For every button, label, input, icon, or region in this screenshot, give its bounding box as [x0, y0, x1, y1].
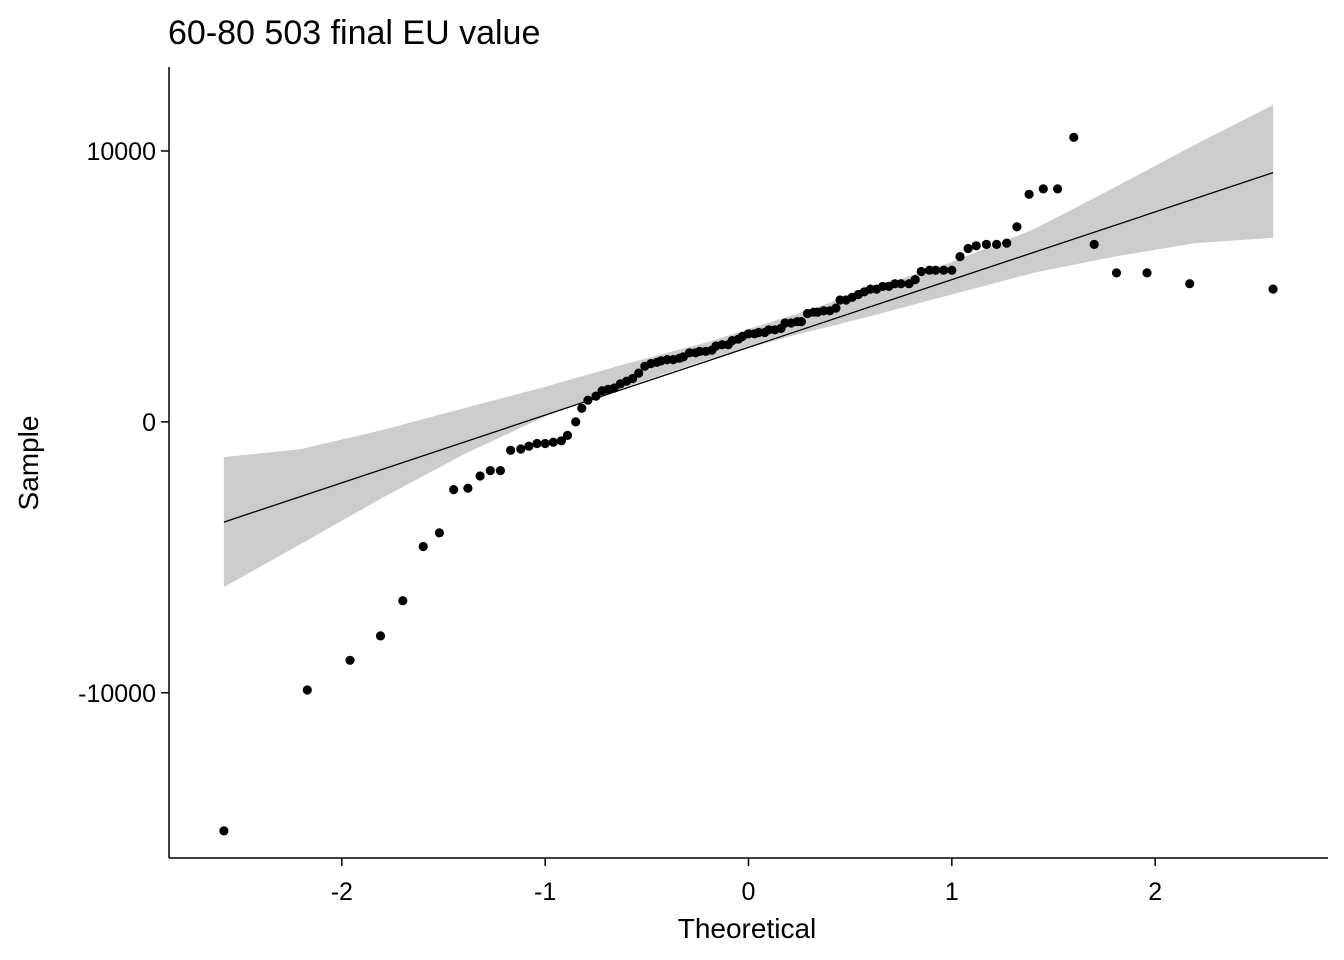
data-point: [562, 430, 573, 440]
data-point: [1089, 239, 1099, 249]
x-axis-ticks: -2 -1 0 1 2: [331, 858, 1162, 906]
data-point: [1268, 284, 1278, 294]
data-point: [931, 265, 941, 275]
data-point: [418, 541, 428, 552]
data-point: [955, 252, 965, 262]
data-point: [532, 438, 542, 449]
data-point: [1185, 279, 1195, 289]
x-axis-label: Theoretical: [678, 913, 817, 944]
x-tick-label: -1: [534, 878, 556, 906]
data-point: [375, 631, 386, 641]
data-point: [548, 437, 558, 447]
data-point: [302, 685, 312, 695]
data-point: [577, 403, 587, 413]
data-point: [963, 243, 973, 254]
data-point: [896, 279, 906, 289]
data-point: [916, 266, 926, 277]
data-point: [434, 528, 444, 538]
data-point: [516, 444, 526, 454]
data-point: [1069, 132, 1079, 142]
y-tick-label: 10000: [86, 138, 156, 166]
reference-line-layer: [223, 172, 1274, 523]
data-point: [1002, 238, 1012, 248]
data-point: [506, 445, 516, 455]
data-point: [992, 239, 1002, 249]
y-axis-label: Sample: [13, 416, 44, 511]
data-point: [219, 826, 229, 836]
x-tick-label: -2: [331, 878, 353, 906]
data-point: [495, 466, 505, 476]
x-tick-label: 2: [1148, 878, 1162, 906]
data-point: [910, 275, 920, 285]
y-tick-label: 0: [142, 409, 156, 437]
data-point: [463, 483, 473, 493]
y-tick-label: -10000: [78, 680, 156, 708]
data-point: [1012, 222, 1022, 232]
x-tick-label: 0: [742, 878, 756, 906]
data-point: [939, 265, 949, 275]
data-point: [1024, 189, 1034, 199]
data-point: [556, 436, 567, 446]
data-point: [796, 317, 807, 327]
data-point: [540, 438, 550, 449]
data-point: [1142, 268, 1152, 278]
data-point: [947, 265, 957, 275]
data-point: [971, 241, 981, 251]
data-point: [475, 471, 485, 481]
data-point: [449, 485, 459, 495]
data-point: [583, 395, 593, 405]
confidence-band-layer: [223, 104, 1274, 588]
data-point: [831, 303, 841, 313]
chart-title: 60-80 503 final EU value: [168, 14, 540, 52]
data-point: [398, 596, 408, 606]
data-point: [1053, 184, 1063, 194]
confidence-band: [223, 104, 1274, 588]
data-point: [634, 368, 644, 378]
data-point: [524, 441, 534, 451]
data-point: [345, 655, 355, 665]
data-points-layer: [219, 132, 1278, 836]
data-point: [485, 466, 495, 476]
x-tick-label: 1: [945, 878, 959, 906]
data-point: [628, 373, 638, 384]
data-point: [981, 239, 992, 249]
y-axis-ticks: -10000 0 10000: [78, 138, 169, 708]
data-point: [571, 417, 581, 427]
data-point: [1038, 184, 1048, 194]
reference-line: [223, 172, 1274, 523]
data-point: [591, 391, 601, 401]
data-point: [1111, 268, 1122, 278]
